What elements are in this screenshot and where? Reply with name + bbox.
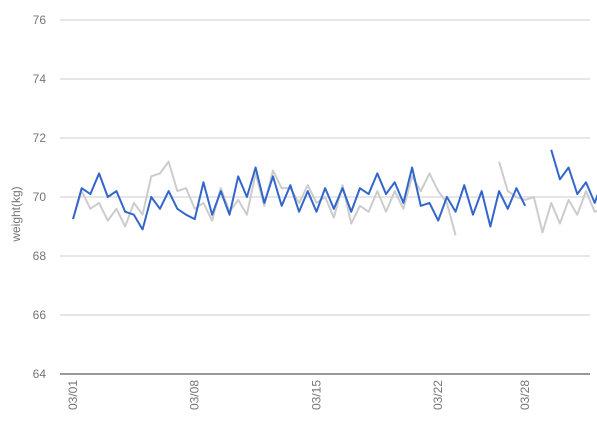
y-tick-label: 74 (33, 72, 47, 86)
y-tick-label: 72 (33, 131, 47, 145)
x-tick-label: 03/22 (431, 380, 445, 410)
y-tick-label: 70 (33, 190, 47, 204)
series-line (72, 160, 597, 236)
x-tick-label: 03/08 (188, 380, 202, 410)
series-line (72, 149, 597, 231)
x-tick-label: 03/01 (66, 380, 80, 410)
y-tick-label: 68 (33, 249, 47, 263)
y-tick-label: 66 (33, 308, 47, 322)
x-tick-label: 03/28 (518, 380, 532, 410)
y-tick-label: 76 (33, 13, 47, 27)
y-tick-label: 64 (33, 367, 47, 381)
x-tick-label: 03/15 (309, 380, 323, 410)
y-axis-label: weight(kg) (9, 186, 23, 242)
